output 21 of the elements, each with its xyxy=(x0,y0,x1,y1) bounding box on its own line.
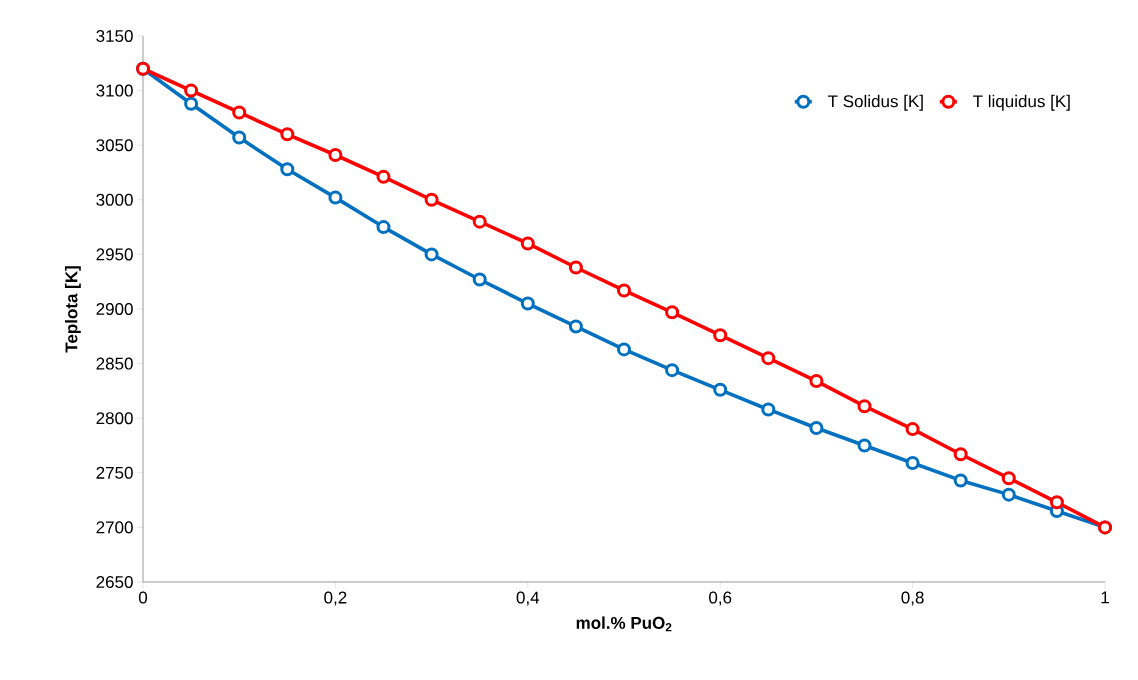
y-tick-label: 2900 xyxy=(96,302,133,316)
y-tick-label: 3100 xyxy=(96,84,133,97)
x-tick-label: 0,4 xyxy=(516,591,540,606)
y-tick-label: 2950 xyxy=(96,248,133,261)
legend-label: T Solidus [K] xyxy=(828,94,923,111)
x-axis-title: mol.% PuO$_{2}$ xyxy=(576,616,672,632)
y-axis-title: Teplota [K] xyxy=(64,266,81,353)
y-tick-label: 2750 xyxy=(96,466,133,479)
y-tick-label: 2800 xyxy=(96,412,133,425)
y-tick-label: 3150 xyxy=(96,29,133,43)
y-tick-label: 2850 xyxy=(96,357,133,370)
y-tick-label: 3050 xyxy=(96,139,133,152)
x-tick-label: 0 xyxy=(138,591,148,604)
y-tick-label: 3000 xyxy=(96,193,133,206)
x-tick-label: 0,6 xyxy=(709,591,732,606)
x-tick-label: 0,8 xyxy=(901,591,924,606)
y-tick-label: 2700 xyxy=(96,521,133,534)
legend-label: T liquidus [K] xyxy=(973,94,1070,111)
y-tick-label: 2650 xyxy=(96,575,133,589)
x-tick-label: 1 xyxy=(1101,591,1109,604)
x-tick-label: 0,2 xyxy=(324,591,347,606)
